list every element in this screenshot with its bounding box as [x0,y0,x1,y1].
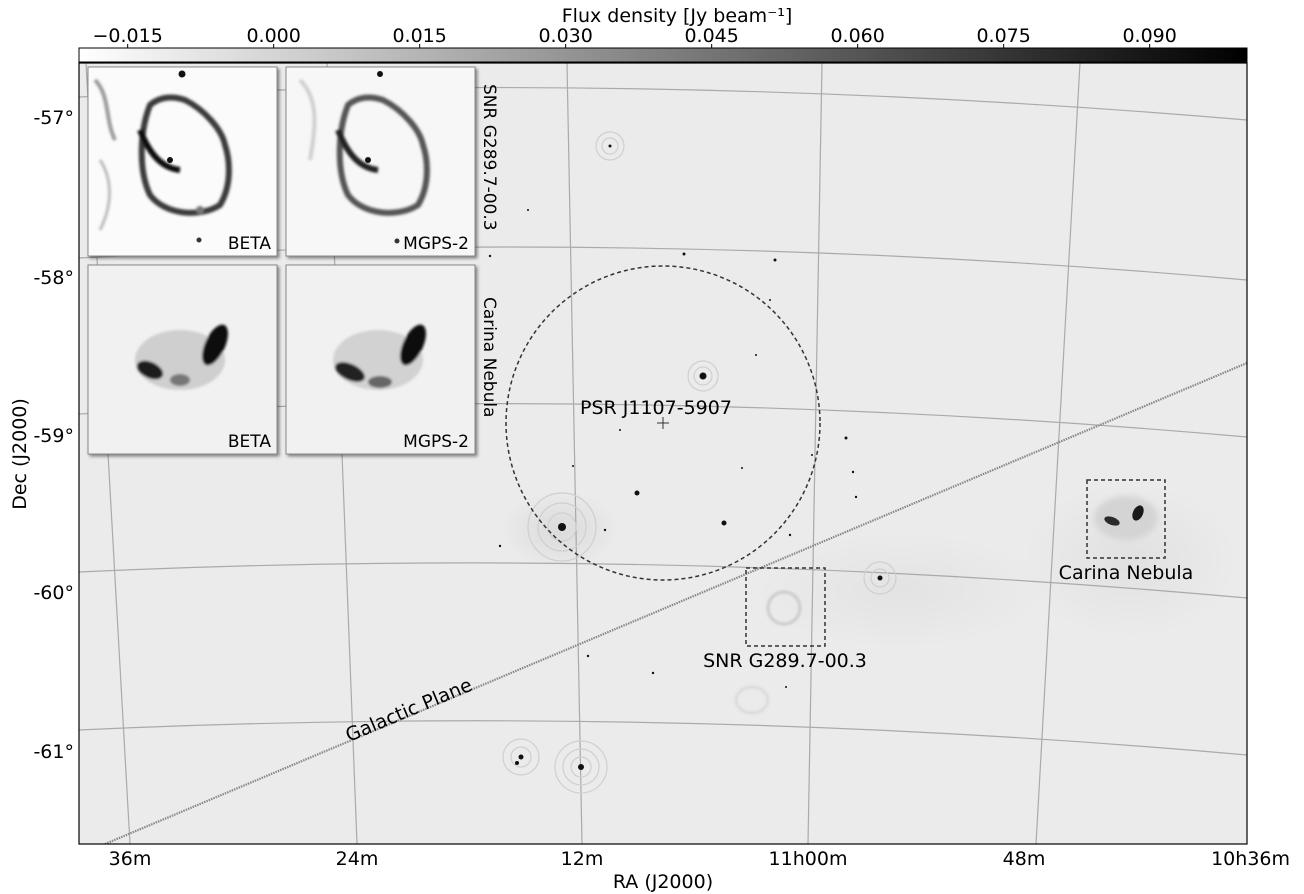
sky-map: PSR J1107-5907 SNR G289.7-00.3 Carina Ne… [78,62,1248,845]
pulsar-position-marker [657,417,669,429]
x-tick-label: 48m [1003,848,1046,870]
colorbar-tick-label: 0.000 [246,25,300,47]
colorbar-gradient [78,47,1248,63]
y-tick-label: -60° [33,582,74,604]
snr-region-box [745,567,826,647]
sidelobe-rings [502,131,897,794]
colorbar-tick-label: 0.090 [1122,25,1176,47]
x-axis-label: RA (J2000) [613,871,713,893]
colorbar-tick-label: 0.045 [684,25,738,47]
snr-label: SNR G289.7-00.3 [703,650,867,672]
x-tick-label: 10h36m [1211,848,1290,870]
y-tick-label: -57° [33,107,74,129]
y-tick-label: -58° [33,267,74,289]
inset-carina-beta: BETA [87,264,278,455]
ra-gridline [1035,63,1081,844]
inset-snr-mgps2: MGPS-2 [285,66,476,257]
carina-region-box [1086,479,1166,559]
x-tick-label: 24m [336,848,379,870]
map-frame [78,62,1248,845]
colorbar: Flux density [Jy beam⁻¹] −0.015 0.000 0.01… [78,5,1248,63]
colorbar-ticks: −0.015 0.000 0.015 0.030 0.045 0.060 0.075 0.09… [93,25,1177,48]
pulsar-label: PSR J1107-5907 [580,397,732,419]
ra-gridline [807,63,823,844]
colorbar-tick-label: 0.075 [976,25,1030,47]
x-tick-label: 12m [561,848,604,870]
colorbar-tick-label: −0.015 [93,25,163,47]
inset-snr-beta: BETA [87,66,278,257]
y-tick-label: -61° [33,741,74,763]
inset-label: MGPS-2 [403,432,469,452]
carina-label: Carina Nebula [1059,562,1194,584]
inset-label: BETA [228,234,271,254]
x-axis-ticks: 36m 24m 12m 11h00m 48m 10h36m [109,848,1290,870]
inset-group-label-carina: Carina Nebula [479,297,499,417]
y-axis-ticks: -57° -58° -59° -60° -61° [33,107,74,763]
y-tick-label: -59° [33,425,74,447]
inset-group-label-snr: SNR G289.7-00.3 [479,84,499,231]
pulsar-search-region-circle [505,265,821,581]
inset-label: MGPS-2 [403,234,469,254]
dec-gridline [79,562,1247,599]
diffuse-emission [500,480,1240,650]
colorbar-tick-label: 0.060 [830,25,884,47]
snr-emission [735,590,802,714]
inset-label: BETA [228,432,271,452]
point-sources [488,144,883,770]
carina-emission [1094,496,1158,540]
colorbar-label: Flux density [Jy beam⁻¹] [562,5,793,27]
x-tick-label: 36m [109,848,152,870]
galactic-plane-line [104,361,1247,844]
x-tick-label: 11h00m [769,848,848,870]
inset-panels: BETA MGPS-2 [87,66,499,455]
ra-gridline [566,63,583,844]
y-axis-label: Dec (J2000) [9,398,31,510]
dec-gridline [79,720,1247,756]
inset-carina-mgps2: MGPS-2 [285,264,476,455]
colorbar-tick-label: 0.030 [538,25,592,47]
colorbar-tick-label: 0.015 [392,25,446,47]
